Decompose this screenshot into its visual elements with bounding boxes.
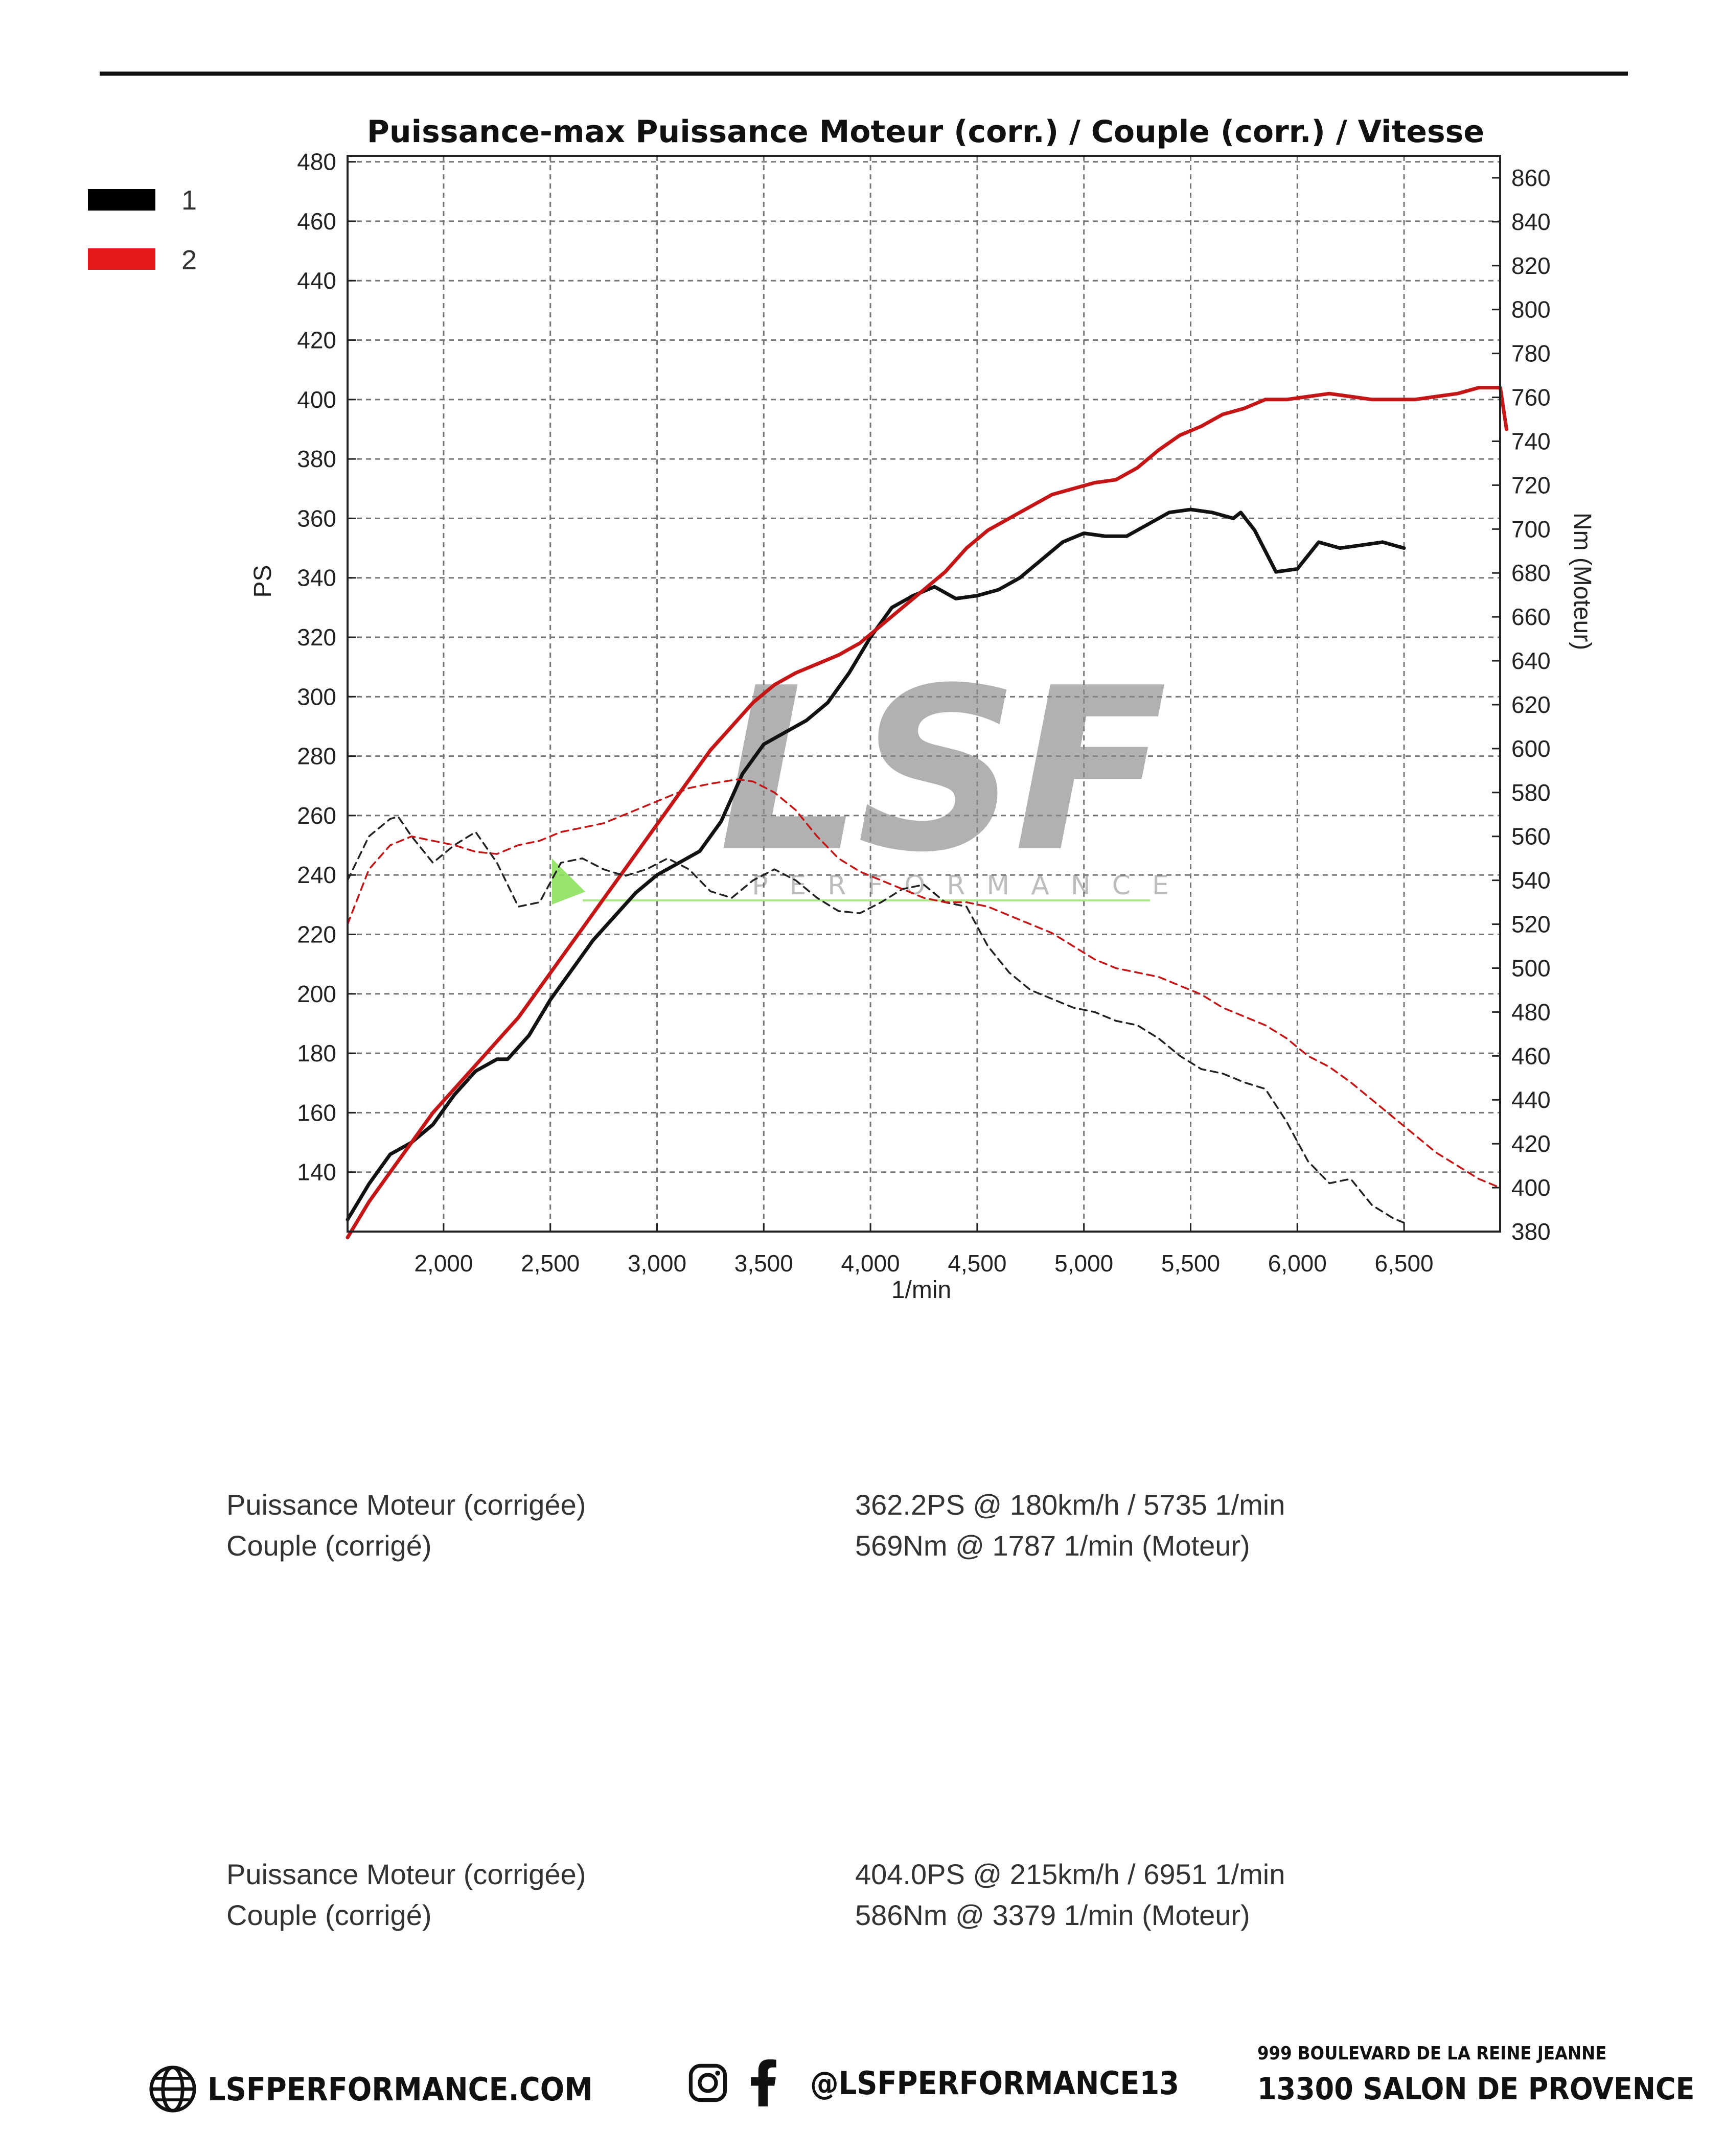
- y-right-tick-label: 700: [1511, 516, 1551, 542]
- social-handle: @LSFPERFORMANCE13: [810, 2064, 1180, 2102]
- y-right-tick-label: 520: [1511, 911, 1551, 938]
- series-1-couple-line: [347, 816, 1405, 1224]
- website-text: LSFPERFORMANCE.COM: [208, 2070, 593, 2108]
- y-left-tick-label: 280: [297, 743, 336, 770]
- torque-label: Couple (corrigé): [226, 1899, 432, 1931]
- globe-icon: [149, 2066, 196, 2113]
- y-left-tick-label: 480: [297, 149, 336, 175]
- y-right-tick-label: 440: [1511, 1086, 1551, 1113]
- series-2-couple-line: [347, 778, 1501, 1189]
- y-left-tick-label: 260: [297, 802, 336, 829]
- y-right-tick-label: 420: [1511, 1130, 1551, 1157]
- watermark-triangle-icon: [552, 859, 585, 905]
- watermark-text: LSF: [719, 640, 1165, 901]
- y-right-tick-label: 580: [1511, 779, 1551, 806]
- y-right-tick-label: 680: [1511, 560, 1551, 586]
- y-right-tick-label: 540: [1511, 867, 1551, 894]
- y-left-tick-label: 140: [297, 1159, 336, 1186]
- y-right-tick-label: 500: [1511, 955, 1551, 981]
- y-right-tick-label: 740: [1511, 428, 1551, 454]
- y-left-tick-label: 360: [297, 505, 336, 531]
- y-right-tick-label: 480: [1511, 999, 1551, 1025]
- watermark-logo: LSF PERFORMANCE: [552, 640, 1190, 905]
- y-right-tick-label: 380: [1511, 1218, 1551, 1245]
- y-right-tick-label: 840: [1511, 208, 1551, 235]
- y-right-tick-label: 600: [1511, 735, 1551, 762]
- legend-swatch-1: [88, 189, 155, 211]
- y-left-tick-label: 420: [297, 327, 336, 354]
- power-value: 362.2PS @ 180km/h / 5735 1/min: [855, 1489, 1285, 1521]
- legend-label-1: 1: [181, 185, 197, 216]
- x-tick-label: 5,000: [1054, 1250, 1113, 1277]
- series-1-puissance-line: [346, 507, 1406, 1222]
- plot-frame: [347, 155, 1501, 1233]
- y-left-tick-label: 180: [297, 1040, 336, 1067]
- x-tick-label: 3,000: [628, 1250, 686, 1277]
- x-tick-label: 4,500: [948, 1250, 1006, 1277]
- x-tick-label: 4,000: [841, 1250, 900, 1277]
- legend: 1 2: [88, 185, 197, 275]
- y-left-tick-label: 440: [297, 267, 336, 294]
- y-right-tick-label: 560: [1511, 823, 1551, 850]
- y-right-tick-label: 760: [1511, 384, 1551, 411]
- legend-swatch-2: [88, 248, 155, 270]
- x-tick-label: 5,500: [1161, 1250, 1220, 1277]
- y-left-tick-label: 160: [297, 1099, 336, 1126]
- y-left-tick-label: 460: [297, 208, 336, 235]
- series-layer: [346, 386, 1508, 1240]
- dyno-chart: Puissance-max Puissance Moteur (corr.) /…: [88, 114, 1596, 1304]
- legend-label-2: 2: [181, 245, 197, 275]
- y-left-tick-label: 380: [297, 446, 336, 472]
- y-right-tick-label: 720: [1511, 472, 1551, 498]
- y-left-tick-label: 340: [297, 565, 336, 591]
- y-right-tick-label: 800: [1511, 296, 1551, 323]
- watermark-subtext: PERFORMANCE: [752, 870, 1190, 901]
- footer-website[interactable]: LSFPERFORMANCE.COM: [148, 2065, 593, 2114]
- facebook-icon[interactable]: [749, 2059, 777, 2106]
- y-right-tick-label: 860: [1511, 165, 1551, 191]
- torque-label: Couple (corrigé): [226, 1529, 432, 1562]
- y-right-tick-label: 640: [1511, 647, 1551, 674]
- y-right-tick-label: 660: [1511, 604, 1551, 630]
- power-label: Puissance Moteur (corrigée): [226, 1489, 586, 1521]
- power-label: Puissance Moteur (corrigée): [226, 1858, 586, 1890]
- footer-address: 999 BOULEVARD DE LA REINE JEANNE 13300 S…: [1257, 2043, 1695, 2107]
- y-right-tick-label: 620: [1511, 691, 1551, 718]
- ticks-layer: 2,000 2,500 3,000 3,500 4,000 4,500 5,000 5,500…: [297, 149, 1551, 1277]
- footer-social[interactable]: @LSFPERFORMANCE13: [687, 2059, 1179, 2106]
- power-value: 404.0PS @ 215km/h / 6951 1/min: [855, 1858, 1285, 1890]
- y-axis-right-label: Nm (Moteur): [1569, 513, 1596, 650]
- y-right-tick-label: 780: [1511, 340, 1551, 367]
- y-left-tick-label: 320: [297, 624, 336, 651]
- x-axis-label: 1/min: [891, 1277, 951, 1304]
- y-left-tick-label: 300: [297, 683, 336, 710]
- torque-value: 569Nm @ 1787 1/min (Moteur): [855, 1529, 1250, 1562]
- y-right-tick-label: 460: [1511, 1042, 1551, 1069]
- instagram-icon[interactable]: [687, 2062, 728, 2103]
- x-tick-label: 3,500: [734, 1250, 793, 1277]
- y-right-tick-label: 820: [1511, 252, 1551, 279]
- grid: [348, 156, 1500, 1232]
- y-axis-left-label: PS: [249, 565, 277, 597]
- y-right-tick-label: 400: [1511, 1174, 1551, 1201]
- x-tick-label: 2,000: [414, 1250, 473, 1277]
- torque-value: 586Nm @ 3379 1/min (Moteur): [855, 1899, 1250, 1931]
- y-left-tick-label: 200: [297, 981, 336, 1007]
- top-rule: [100, 72, 1628, 76]
- x-tick-label: 6,500: [1375, 1250, 1434, 1277]
- series-2-puissance-line: [346, 386, 1508, 1240]
- y-left-tick-label: 400: [297, 386, 336, 413]
- address-line-1: 999 BOULEVARD DE LA REINE JEANNE: [1257, 2043, 1607, 2064]
- address-line-2: 13300 SALON DE PROVENCE: [1257, 2071, 1695, 2107]
- x-tick-label: 6,000: [1268, 1250, 1327, 1277]
- y-left-tick-label: 220: [297, 921, 336, 948]
- x-tick-label: 2,500: [521, 1250, 580, 1277]
- y-left-tick-label: 240: [297, 862, 336, 888]
- chart-title: Puissance-max Puissance Moteur (corr.) /…: [367, 114, 1484, 150]
